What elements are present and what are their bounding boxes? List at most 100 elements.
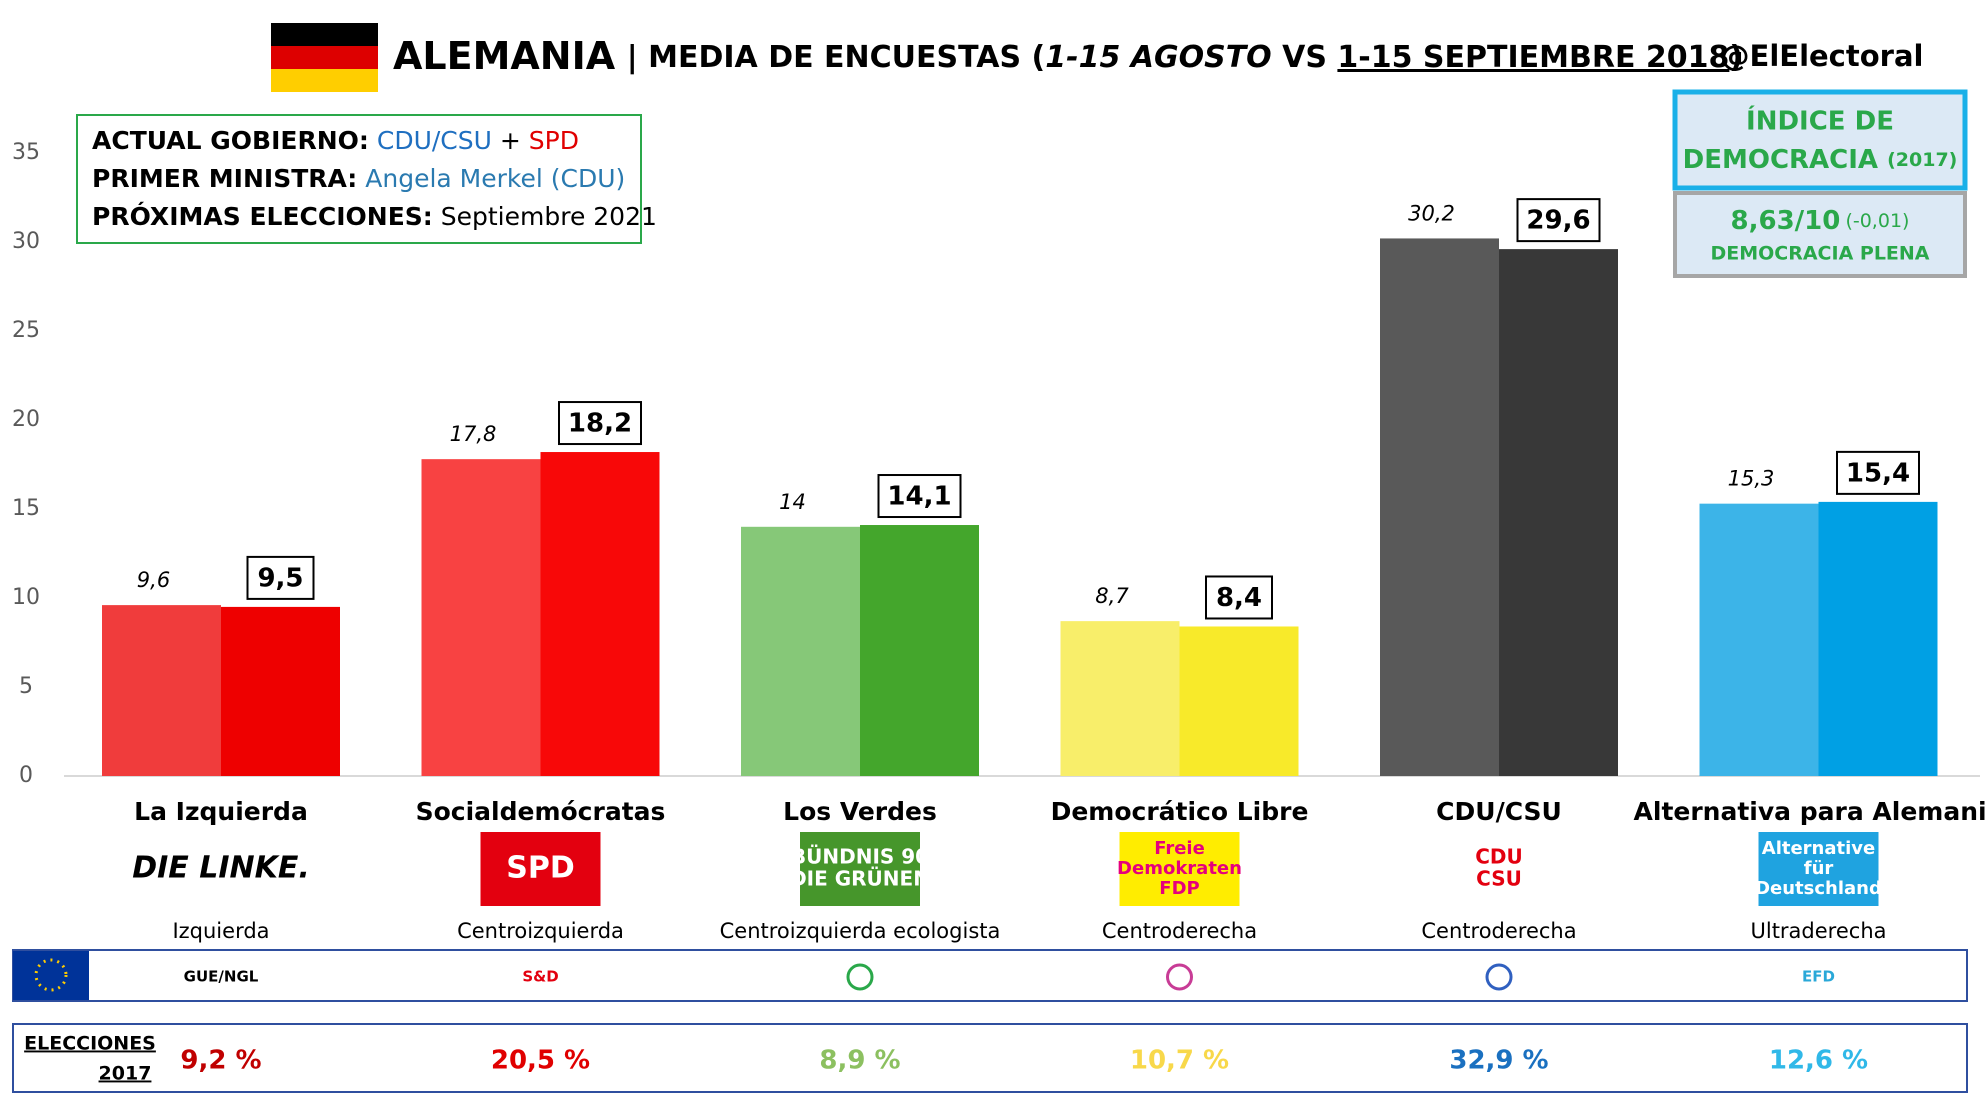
bar [221, 606, 340, 776]
x-tick-label: Alternativa para Alemania [1634, 797, 1986, 826]
bar [1499, 249, 1618, 776]
chart-title: ALEMANIA | MEDIA DE ENCUESTAS (1-15 AGOS… [393, 34, 1743, 78]
x-tick-label: CDU/CSU [1436, 797, 1562, 826]
party-logo-text: Demokraten [1117, 858, 1242, 879]
party-logo-text: DIE LINKE. [132, 851, 310, 886]
y-tick-label: 0 [19, 763, 33, 788]
party-logo [800, 832, 920, 906]
bar [741, 526, 860, 776]
ideology: Centroizquierda ecologista [720, 919, 1001, 943]
democracy-title: ÍNDICE DE [1746, 105, 1894, 137]
eu-group: S&D [522, 968, 558, 986]
x-tick-label: Socialdemócratas [416, 797, 666, 826]
party-logo-text: Freie [1154, 838, 1205, 859]
party-logo-text: für [1804, 858, 1834, 879]
value-label: 15,3 [1728, 467, 1775, 491]
y-tick-label: 20 [12, 407, 40, 432]
party-logo [1758, 832, 1879, 906]
title-country: ALEMANIA [393, 34, 616, 78]
party-logo-text: FDP [1159, 878, 1199, 899]
flag-black [271, 23, 378, 46]
ideology: Izquierda [172, 919, 269, 943]
democracy-score: 8,63/10 (-0,01) [1731, 206, 1910, 236]
y-tick-label: 10 [12, 585, 40, 610]
bar [1060, 621, 1180, 776]
title-part: VS [1272, 40, 1338, 75]
value-label: 15,4 [1846, 458, 1910, 488]
eu-stars [34, 958, 68, 992]
party-logo-text: Deutschland [1755, 878, 1882, 899]
party-logo [1119, 832, 1240, 906]
value-label: 30,2 [1408, 201, 1455, 225]
party-logo-text: DIE GRÜNEN [790, 867, 930, 891]
eu-row [12, 949, 1968, 1002]
election-result: 32,9 % [1449, 1046, 1548, 1076]
elections-label: 2017 [99, 1063, 152, 1085]
value-label-box [1836, 450, 1920, 495]
value-label: 9,6 [137, 568, 170, 592]
info-box [76, 114, 642, 244]
y-tick-label: 15 [12, 496, 40, 521]
party-logo-text: BÜNDNIS 90 [791, 845, 929, 869]
ideology: Centroderecha [1102, 919, 1257, 943]
bar [860, 525, 979, 776]
value-label: 29,6 [1526, 206, 1590, 236]
democracy-score-box [1673, 191, 1967, 278]
value-label: 17,8 [450, 422, 497, 446]
ideology: Ultraderecha [1750, 919, 1886, 943]
eu-group-icon [1485, 963, 1513, 991]
eu-group-icon [846, 963, 874, 991]
value-label: 8,4 [1216, 583, 1262, 613]
eu-group-icon [1166, 963, 1193, 991]
eu-group: GUE/NGL [184, 968, 259, 986]
value-label: 14 [779, 490, 806, 514]
party-logo-text: Alternative [1762, 838, 1875, 859]
value-label: 8,7 [1095, 584, 1129, 608]
y-tick-label: 5 [19, 674, 33, 699]
value-label: 18,2 [568, 409, 632, 439]
title-period: 1-15 AGOSTO [1045, 40, 1271, 75]
democracy-status: DEMOCRACIA PLENA [1710, 243, 1929, 265]
bar [1380, 238, 1499, 776]
flag-gold [271, 69, 378, 92]
value-label: 9,5 [257, 563, 303, 593]
x-tick-label: La Izquierda [134, 797, 308, 826]
handle: @ElElectoral [1721, 39, 1924, 73]
bar [540, 452, 660, 776]
election-result: 20,5 % [491, 1046, 590, 1076]
elections-row [12, 1023, 1968, 1093]
title-part: | MEDIA DE ENCUESTAS ( [627, 40, 1046, 75]
info-pm: PRIMER MINISTRA: Angela Merkel (CDU) [92, 164, 625, 193]
election-result: 10,7 % [1130, 1046, 1229, 1076]
value-label-box [1516, 198, 1601, 243]
eu-group: EFD [1802, 968, 1835, 986]
value-label-box [877, 474, 962, 519]
elections-label: ELECCIONES [24, 1033, 156, 1055]
title-period: 1-15 SEPTIEMBRE 2018 [1337, 40, 1729, 75]
election-result: 8,9 % [819, 1046, 900, 1076]
party-logo [480, 832, 601, 906]
party-logo-text: CDU [1475, 845, 1523, 869]
bar [1818, 501, 1938, 776]
info-next: PRÓXIMAS ELECCIONES: Septiembre 2021 [92, 201, 657, 231]
ideology: Centroizquierda [457, 919, 624, 943]
value-label: 14,1 [887, 482, 951, 512]
party-logo-text: SPD [506, 851, 575, 886]
ideology: Centroderecha [1421, 919, 1576, 943]
election-result: 9,2 % [180, 1046, 261, 1076]
eu-flag [13, 951, 89, 1000]
title-part: ) [1729, 40, 1743, 75]
democracy-title: DEMOCRACIA (2017) [1683, 145, 1958, 175]
flag-red [271, 46, 378, 69]
election-result: 12,6 % [1769, 1046, 1868, 1076]
bar [102, 605, 221, 776]
bar [1699, 503, 1819, 776]
democracy-title-box [1672, 89, 1968, 191]
value-label-box [1205, 575, 1273, 620]
y-tick-label: 25 [12, 318, 40, 343]
x-tick-label: Los Verdes [783, 797, 937, 826]
party-logo-text: CSU [1476, 867, 1522, 891]
bar [421, 459, 541, 776]
y-tick-label: 30 [12, 229, 40, 254]
